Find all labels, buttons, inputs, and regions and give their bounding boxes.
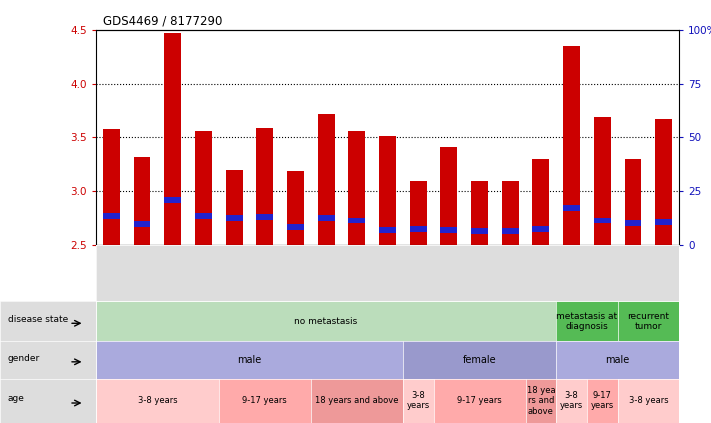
Bar [594, 217, 611, 223]
Text: gender: gender [8, 354, 40, 363]
Text: 3-8
years: 3-8 years [407, 391, 430, 410]
Text: no metastasis: no metastasis [294, 317, 358, 326]
Text: 3-8
years: 3-8 years [560, 391, 583, 410]
Bar [471, 228, 488, 234]
Text: age: age [8, 394, 25, 403]
Bar [563, 205, 580, 211]
Bar [225, 215, 242, 221]
Bar [533, 226, 550, 232]
Bar [287, 224, 304, 230]
Bar [134, 221, 151, 227]
Bar [195, 213, 212, 219]
Bar [318, 215, 335, 221]
Text: recurrent
tumor: recurrent tumor [627, 312, 669, 331]
Text: 9-17 years: 9-17 years [242, 396, 287, 405]
Bar [287, 171, 304, 245]
Bar [410, 226, 427, 232]
Text: female: female [463, 355, 496, 365]
Bar [379, 227, 396, 233]
Bar [502, 181, 518, 245]
Bar [103, 213, 119, 219]
Bar [348, 217, 365, 223]
Bar [533, 159, 550, 245]
Bar [502, 228, 518, 234]
Bar [656, 119, 672, 245]
Bar [656, 219, 672, 225]
Bar [594, 117, 611, 245]
Bar [134, 157, 151, 245]
Bar [256, 214, 273, 220]
Text: 3-8 years: 3-8 years [629, 396, 668, 405]
Bar [256, 128, 273, 245]
Bar [624, 220, 641, 225]
Bar [440, 147, 457, 245]
Text: 18 years and above: 18 years and above [315, 396, 399, 405]
Bar [624, 159, 641, 245]
Bar [471, 181, 488, 245]
Bar [164, 33, 181, 245]
Bar [103, 129, 119, 245]
Bar [563, 46, 580, 245]
Text: metastasis at
diagnosis: metastasis at diagnosis [557, 312, 618, 331]
Text: 18 yea
rs and
above: 18 yea rs and above [527, 386, 555, 416]
Text: disease state: disease state [8, 315, 68, 324]
Text: 3-8 years: 3-8 years [137, 396, 177, 405]
Bar [440, 227, 457, 233]
Bar [348, 131, 365, 245]
Bar [318, 114, 335, 245]
Bar [410, 181, 427, 245]
Text: 9-17 years: 9-17 years [457, 396, 502, 405]
Bar [379, 136, 396, 245]
Text: male: male [606, 355, 630, 365]
Text: 9-17
years: 9-17 years [591, 391, 614, 410]
Bar [225, 170, 242, 245]
Text: male: male [237, 355, 262, 365]
Text: GDS4469 / 8177290: GDS4469 / 8177290 [103, 14, 223, 27]
Bar [195, 131, 212, 245]
Bar [164, 197, 181, 203]
